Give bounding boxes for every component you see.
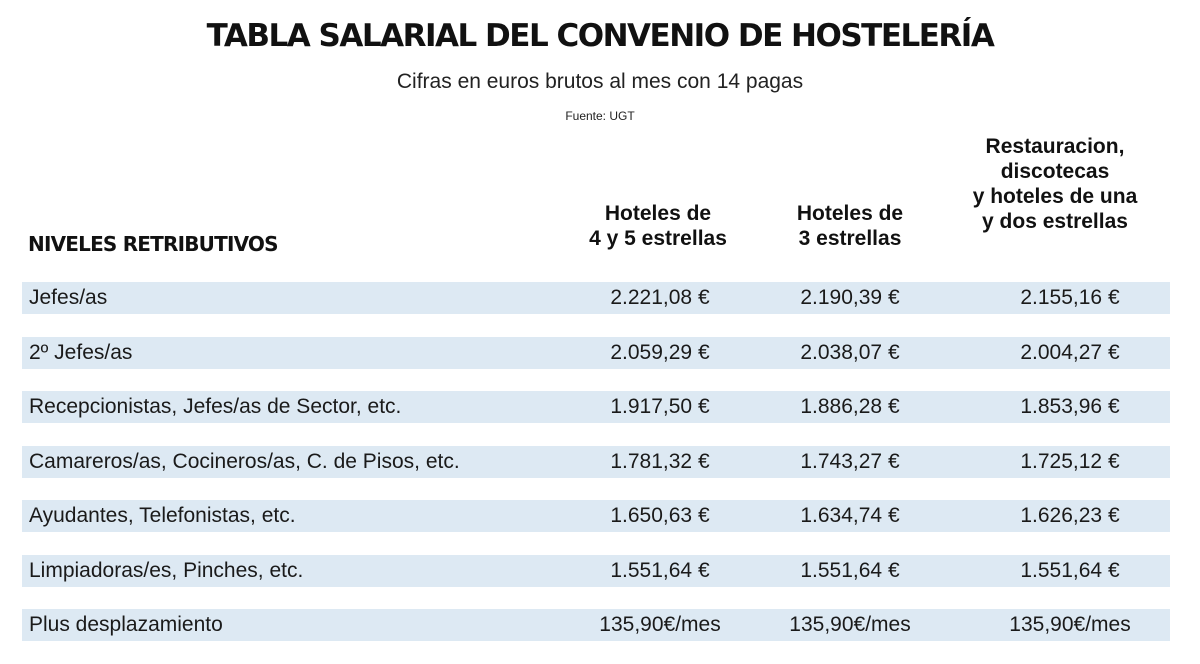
value-cell: 1.551,64 € [610,558,710,582]
value-cell: 1.917,50 € [610,395,710,418]
table-row: Recepcionistas, Jefes/as de Sector, etc.… [22,391,1170,423]
row-label: 2º Jefes/as [29,340,133,364]
value-cell: 1.634,74 € [800,504,900,527]
column-header-hotels-4-5-stars: Hoteles de 4 y 5 estrellas [589,202,727,250]
value-cell: 2.059,29 € [610,340,710,364]
value-cell: 2.038,07 € [800,340,900,364]
value-cell: 2.155,16 € [1020,286,1120,309]
value-cell: 1.551,64 € [800,558,900,582]
value-cell: 1.551,64 € [1020,558,1120,582]
table-row: Plus desplazamiento 135,90€/mes 135,90€/… [22,609,1170,641]
value-cell: 1.886,28 € [800,395,900,418]
row-label: Jefes/as [29,286,108,309]
column-header-hotels-3-stars: Hoteles de 3 estrellas [796,202,904,250]
value-cell: 1.853,96 € [1020,395,1120,418]
value-cell: 1.725,12 € [1020,449,1120,473]
salary-table-body: Jefes/as 2.221,08 € 2.190,39 € 2.155,16 … [22,282,1170,664]
value-cell: 2.190,39 € [800,286,900,309]
value-cell: 1.650,63 € [610,504,710,527]
source-note: Fuente: UGT [565,109,635,123]
page-subtitle: Cifras en euros brutos al mes con 14 pag… [396,70,804,93]
value-cell: 135,90€/mes [1009,613,1131,636]
value-cell: 2.004,27 € [1020,340,1120,364]
column-header-restaurants-1-2-stars: Restauracion, discotecas y hoteles de un… [972,135,1138,233]
table-row: Ayudantes, Telefonistas, etc. 1.650,63 €… [22,500,1170,532]
row-label: Recepcionistas, Jefes/as de Sector, etc. [29,395,402,418]
table-row: Limpiadoras/es, Pinches, etc. 1.551,64 €… [22,554,1170,587]
row-label: Plus desplazamiento [29,613,223,636]
row-label: Ayudantes, Telefonistas, etc. [29,504,296,527]
table-row: Jefes/as 2.221,08 € 2.190,39 € 2.155,16 … [22,282,1170,314]
table-row: 2º Jefes/as 2.059,29 € 2.038,07 € 2.004,… [22,336,1170,369]
value-cell: 1.743,27 € [800,449,900,473]
row-header-label: NIVELES RETRIBUTIVOS [28,232,279,256]
value-cell: 2.221,08 € [610,286,710,309]
value-cell: 135,90€/mes [789,613,911,636]
page-title: TABLA SALARIAL DEL CONVENIO DE HOSTELERÍ… [206,18,995,54]
row-label: Camareros/as, Cocineros/as, C. de Pisos,… [29,449,460,473]
value-cell: 1.781,32 € [610,449,710,473]
value-cell: 135,90€/mes [599,613,721,636]
row-label: Limpiadoras/es, Pinches, etc. [29,558,304,582]
table-row: Camareros/as, Cocineros/as, C. de Pisos,… [22,445,1170,478]
value-cell: 1.626,23 € [1020,504,1120,527]
